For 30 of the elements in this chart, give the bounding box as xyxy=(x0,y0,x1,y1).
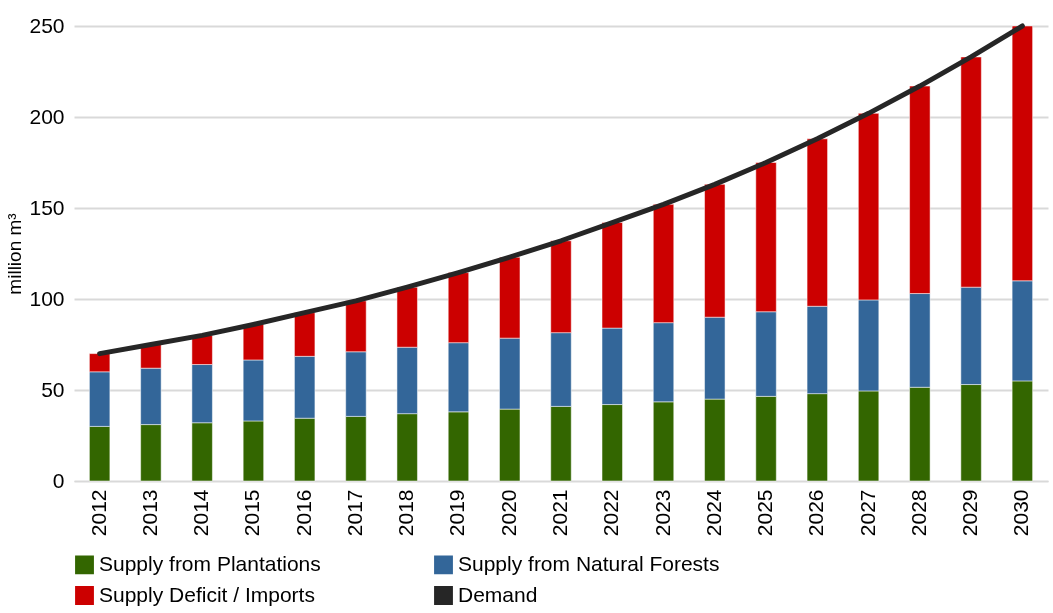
legend-label: Supply from Plantations xyxy=(99,551,321,575)
x-tick-label: 2024 xyxy=(701,489,725,537)
y-tick-label: 200 xyxy=(29,104,65,128)
y-tick-label: 150 xyxy=(29,195,65,219)
x-tick-label: 2023 xyxy=(650,489,674,537)
y-tick-label: 250 xyxy=(29,13,65,37)
x-tick-label: 2022 xyxy=(599,489,623,537)
x-tick-label: 2026 xyxy=(804,489,828,537)
x-tick-label: 2021 xyxy=(548,489,571,537)
x-tick-label: 2015 xyxy=(240,489,264,537)
x-tick-label: 2016 xyxy=(291,489,315,537)
legend-label: Demand xyxy=(458,582,538,606)
y-axis-title: million m³ xyxy=(4,213,26,295)
legend-label: Supply from Natural Forests xyxy=(458,551,720,575)
x-tick-label: 2029 xyxy=(958,489,982,537)
legend-label: Supply Deficit / Imports xyxy=(99,582,315,606)
x-tick-label: 2013 xyxy=(137,489,161,537)
y-tick-label: 50 xyxy=(41,377,65,401)
y-tick-label: 0 xyxy=(52,468,65,492)
x-tick-label: 2019 xyxy=(445,489,469,537)
x-tick-label: 2017 xyxy=(342,489,366,537)
x-tick-label: 2030 xyxy=(1009,489,1033,537)
x-tick-label: 2014 xyxy=(189,489,213,537)
x-tick-label: 2025 xyxy=(753,489,777,537)
x-tick-label: 2012 xyxy=(86,489,110,537)
x-tick-label: 2018 xyxy=(394,489,418,537)
x-tick-label: 2027 xyxy=(855,489,879,537)
x-tick-label: 2020 xyxy=(496,489,520,537)
y-tick-label: 100 xyxy=(29,286,65,310)
x-tick-label: 2028 xyxy=(906,489,930,537)
